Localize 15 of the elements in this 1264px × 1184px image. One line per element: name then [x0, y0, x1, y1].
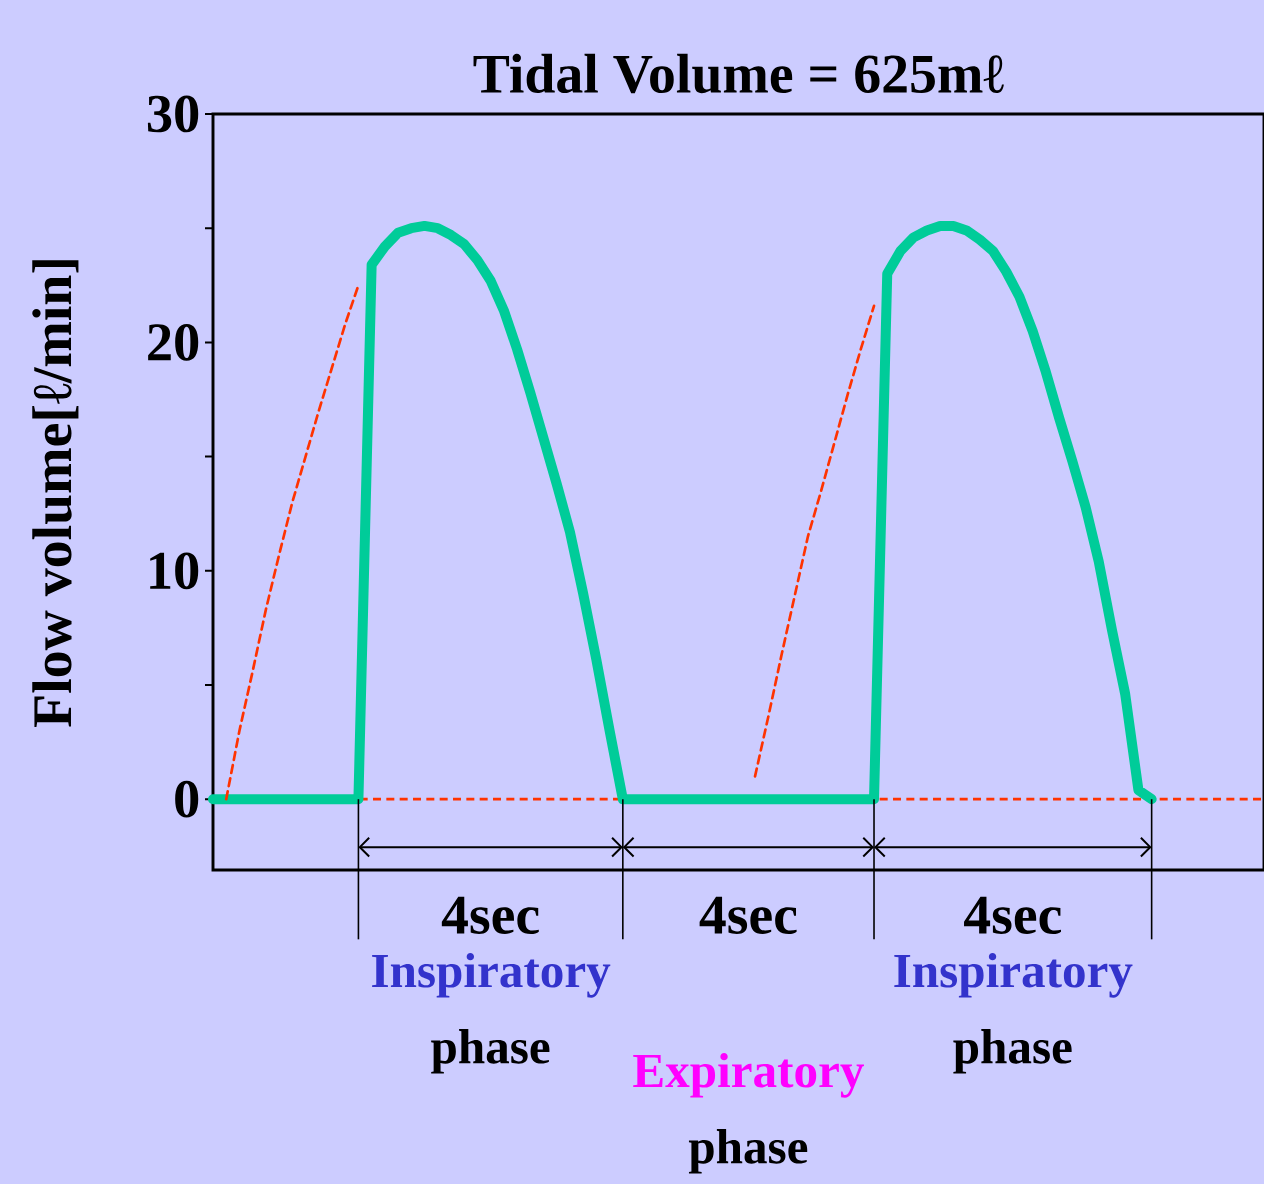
chart-title: Tidal Volume = 625mℓ	[473, 53, 1004, 94]
text: Inspiratory	[372, 952, 611, 998]
y-axis-title: Flow volume[ℓ/min]	[32, 260, 79, 727]
text: phase	[688, 1129, 808, 1174]
text: Inspiratory	[894, 952, 1133, 998]
text: 4sec	[699, 896, 797, 934]
y-tick-label: 0	[175, 780, 199, 818]
text: Expiratory	[633, 1052, 864, 1098]
y-tick-label: 10	[150, 552, 199, 590]
y-tick-label: 20	[148, 324, 199, 361]
text: phase	[953, 1029, 1072, 1074]
text: phase	[431, 1029, 550, 1074]
y-tick-label: 30	[147, 95, 199, 133]
text: 4sec	[441, 896, 539, 934]
text: 4sec	[964, 896, 1061, 934]
